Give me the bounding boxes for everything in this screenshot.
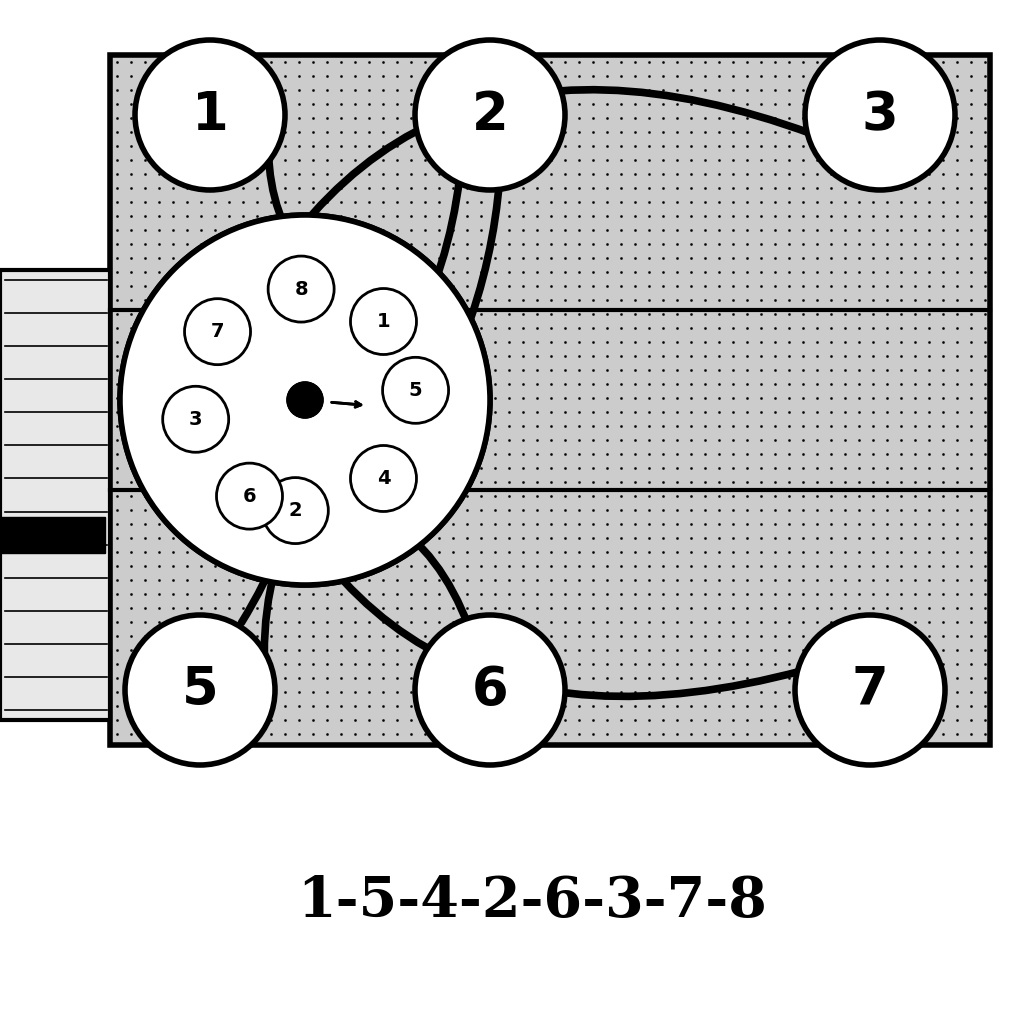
FancyArrowPatch shape <box>242 292 311 623</box>
Circle shape <box>287 382 323 418</box>
Circle shape <box>135 40 285 190</box>
Text: 5: 5 <box>181 664 218 716</box>
Text: 2: 2 <box>472 89 508 141</box>
Polygon shape <box>0 517 105 553</box>
Circle shape <box>287 382 323 418</box>
Circle shape <box>415 40 565 190</box>
FancyArrowPatch shape <box>218 335 803 696</box>
Circle shape <box>216 463 283 529</box>
Text: 2: 2 <box>289 501 302 520</box>
Text: 3: 3 <box>189 410 203 429</box>
Text: 8: 8 <box>294 280 308 299</box>
Circle shape <box>350 289 417 354</box>
Circle shape <box>262 477 329 544</box>
Circle shape <box>350 445 417 512</box>
Text: 7: 7 <box>211 323 224 341</box>
Circle shape <box>125 615 275 765</box>
Bar <box>110 55 990 745</box>
Circle shape <box>383 357 449 423</box>
Text: 5: 5 <box>409 381 422 399</box>
Circle shape <box>184 299 251 365</box>
Text: 4: 4 <box>377 469 390 488</box>
Text: 1: 1 <box>377 312 390 331</box>
Circle shape <box>415 615 565 765</box>
Text: 3: 3 <box>861 89 898 141</box>
Circle shape <box>805 40 955 190</box>
Circle shape <box>163 386 228 453</box>
Circle shape <box>268 256 334 323</box>
FancyArrowPatch shape <box>268 118 381 321</box>
Circle shape <box>120 215 490 585</box>
FancyArrowPatch shape <box>264 392 414 677</box>
Circle shape <box>120 215 490 585</box>
FancyArrowPatch shape <box>252 494 469 628</box>
Text: 6: 6 <box>243 486 256 506</box>
FancyArrowPatch shape <box>197 90 812 417</box>
Text: 1-5-4-2-6-3-7-8: 1-5-4-2-6-3-7-8 <box>298 873 767 929</box>
Text: 1: 1 <box>191 89 228 141</box>
Circle shape <box>795 615 945 765</box>
Bar <box>0 270 110 720</box>
FancyArrowPatch shape <box>385 178 500 476</box>
FancyArrowPatch shape <box>297 178 460 476</box>
Text: 7: 7 <box>852 664 889 716</box>
Text: 6: 6 <box>472 664 508 716</box>
